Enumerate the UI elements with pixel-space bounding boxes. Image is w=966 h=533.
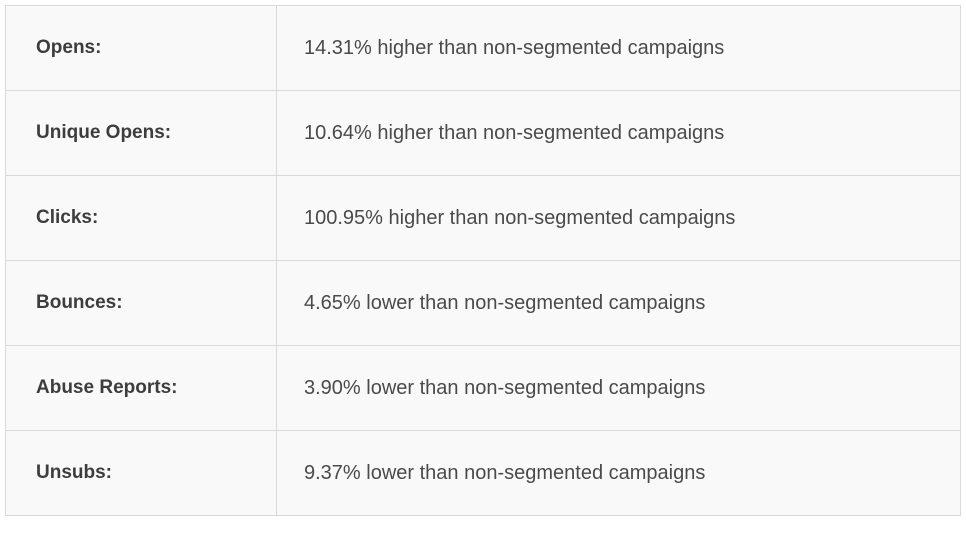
row-value: 3.90% lower than non-segmented campaigns bbox=[276, 345, 961, 431]
row-value: 100.95% higher than non-segmented campai… bbox=[276, 175, 961, 261]
row-value: 9.37% lower than non-segmented campaigns bbox=[276, 430, 961, 516]
row-label: Unsubs: bbox=[5, 430, 277, 516]
row-label: Abuse Reports: bbox=[5, 345, 277, 431]
table-row: Opens: 14.31% higher than non-segmented … bbox=[5, 5, 961, 91]
row-label: Bounces: bbox=[5, 260, 277, 346]
row-value: 14.31% higher than non-segmented campaig… bbox=[276, 5, 961, 91]
table-row: Unique Opens: 10.64% higher than non-seg… bbox=[5, 90, 961, 176]
row-label: Clicks: bbox=[5, 175, 277, 261]
row-value: 10.64% higher than non-segmented campaig… bbox=[276, 90, 961, 176]
table-row: Bounces: 4.65% lower than non-segmented … bbox=[5, 260, 961, 346]
table-row: Unsubs: 9.37% lower than non-segmented c… bbox=[5, 430, 961, 516]
stats-table: Opens: 14.31% higher than non-segmented … bbox=[5, 5, 961, 516]
table-row: Clicks: 100.95% higher than non-segmente… bbox=[5, 175, 961, 261]
row-value: 4.65% lower than non-segmented campaigns bbox=[276, 260, 961, 346]
table-row: Abuse Reports: 3.90% lower than non-segm… bbox=[5, 345, 961, 431]
row-label: Unique Opens: bbox=[5, 90, 277, 176]
row-label: Opens: bbox=[5, 5, 277, 91]
